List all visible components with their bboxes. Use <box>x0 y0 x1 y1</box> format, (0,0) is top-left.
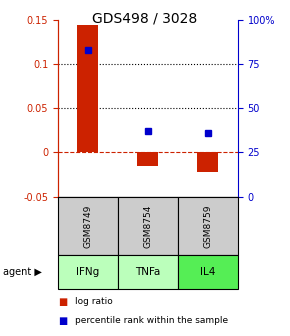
Text: GSM8759: GSM8759 <box>203 204 212 248</box>
Text: ■: ■ <box>58 297 67 307</box>
Text: IL4: IL4 <box>200 267 215 277</box>
Text: log ratio: log ratio <box>75 297 113 306</box>
Text: IFNg: IFNg <box>76 267 99 277</box>
Text: agent ▶: agent ▶ <box>3 267 42 277</box>
Text: TNFa: TNFa <box>135 267 161 277</box>
Text: GSM8749: GSM8749 <box>84 204 93 248</box>
Text: percentile rank within the sample: percentile rank within the sample <box>75 316 229 325</box>
Text: GDS498 / 3028: GDS498 / 3028 <box>93 12 197 26</box>
Bar <box>197 153 218 172</box>
Text: GSM8754: GSM8754 <box>143 204 153 248</box>
Bar <box>137 153 158 166</box>
Text: ■: ■ <box>58 316 67 326</box>
Bar <box>77 25 99 153</box>
